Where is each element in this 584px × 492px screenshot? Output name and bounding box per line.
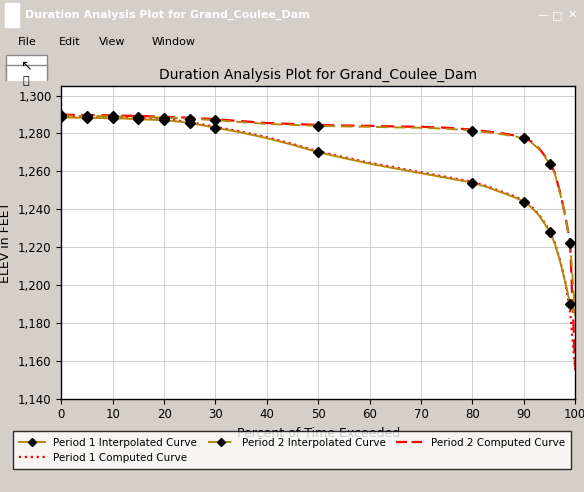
Text: ✕: ✕: [568, 10, 577, 20]
Bar: [6, 56, 47, 78]
Text: Edit: Edit: [58, 36, 80, 47]
Text: Window: Window: [152, 36, 196, 47]
Text: □: □: [552, 10, 563, 20]
Text: ↖: ↖: [20, 59, 32, 72]
Y-axis label: ELEV in FEET: ELEV in FEET: [0, 202, 12, 283]
Text: View: View: [99, 36, 126, 47]
Bar: [6, 65, 47, 89]
X-axis label: Percent of Time Exceeded: Percent of Time Exceeded: [237, 427, 400, 440]
Title: Duration Analysis Plot for Grand_Coulee_Dam: Duration Analysis Plot for Grand_Coulee_…: [159, 68, 477, 82]
Text: File: File: [18, 36, 36, 47]
Bar: [5, 3, 19, 28]
Legend: Period 1 Interpolated Curve, Period 1 Computed Curve, Period 2 Interpolated Curv: Period 1 Interpolated Curve, Period 1 Co…: [13, 431, 571, 469]
Text: —: —: [537, 10, 549, 20]
Text: 🔍: 🔍: [22, 76, 29, 86]
Text: Duration Analysis Plot for Grand_Coulee_Dam: Duration Analysis Plot for Grand_Coulee_…: [25, 10, 310, 20]
